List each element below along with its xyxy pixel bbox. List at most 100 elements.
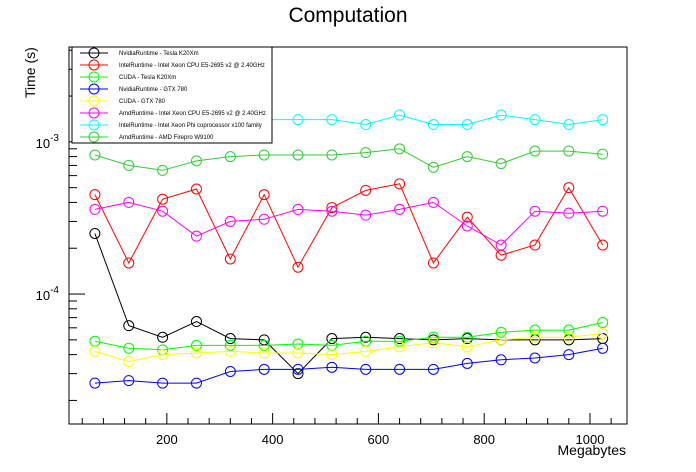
data-point: [326, 361, 338, 373]
data-point: [597, 328, 609, 340]
data-point: [394, 341, 406, 353]
data-point: [326, 349, 338, 361]
data-point: [89, 227, 101, 239]
data-point: [597, 114, 609, 126]
legend-entry: IntelRuntime - Intel Xeon CPU E5-2695 v2…: [80, 59, 265, 71]
data-point: [495, 354, 507, 366]
data-point: [89, 203, 101, 215]
data-point: [224, 253, 236, 265]
data-point: [190, 155, 202, 167]
legend-label: IntelRuntime - Intel Xeon CPU E5-2695 v2…: [119, 63, 265, 69]
data-point: [326, 149, 338, 161]
data-point: [258, 339, 270, 351]
series-line: [94, 333, 603, 363]
data-point: [123, 356, 135, 368]
data-point: [394, 363, 406, 375]
data-point: [360, 209, 372, 221]
y-axis-label: Time (s): [22, 47, 38, 98]
series-2: [89, 317, 609, 356]
legend-entry: CUDA - GTX 780: [80, 95, 166, 107]
data-point: [157, 164, 169, 176]
x-axis-label: Megabytes: [558, 442, 626, 458]
data-point: [529, 114, 541, 126]
legend-entry: CUDA - Tesla K20Xm: [80, 71, 176, 83]
data-point: [529, 145, 541, 157]
series-line: [94, 322, 603, 351]
data-point: [157, 205, 169, 217]
data-point: [529, 352, 541, 364]
data-point: [258, 189, 270, 201]
data-point: [123, 375, 135, 387]
legend-label: IntelRuntime - Intel Xeon Phi coprocesso…: [119, 123, 262, 129]
data-point: [258, 347, 270, 359]
series-line: [94, 148, 603, 171]
legend-label: CUDA - GTX 780: [119, 99, 166, 105]
data-point: [427, 337, 439, 349]
data-point: [529, 239, 541, 251]
data-point: [89, 345, 101, 357]
data-point: [495, 158, 507, 170]
data-point: [292, 203, 304, 215]
data-point: [495, 334, 507, 346]
data-point: [157, 331, 169, 343]
data-point: [190, 377, 202, 389]
data-point: [461, 341, 473, 353]
series-3: [89, 342, 609, 389]
data-point: [292, 261, 304, 273]
legend-label: NvidiaRuntime - GTX 780: [119, 87, 188, 93]
data-point: [360, 119, 372, 131]
data-point: [427, 161, 439, 173]
data-point: [258, 334, 270, 346]
data-point: [563, 182, 575, 194]
series-line: [94, 233, 603, 375]
data-point: [563, 119, 575, 131]
data-point: [123, 320, 135, 332]
data-point: [292, 363, 304, 375]
data-point: [224, 215, 236, 227]
data-point: [563, 331, 575, 343]
y-tick-label: 10-3: [36, 133, 60, 151]
data-series: [89, 109, 609, 389]
data-point: [597, 148, 609, 160]
data-point: [190, 339, 202, 351]
legend-marker: [88, 119, 100, 131]
data-point: [495, 109, 507, 121]
data-point: [427, 334, 439, 346]
data-point: [89, 377, 101, 389]
data-point: [529, 205, 541, 217]
data-point: [190, 347, 202, 359]
legend-label: AmdRuntime - AMD Firepro W9100: [119, 135, 214, 141]
data-point: [360, 345, 372, 357]
legend-entry: IntelRuntime - Intel Xeon Phi coprocesso…: [80, 119, 262, 131]
x-tick-label: 1000: [576, 432, 605, 447]
data-point: [258, 363, 270, 375]
y-tick-exponent: -3: [50, 133, 59, 144]
data-point: [427, 196, 439, 208]
data-point: [224, 345, 236, 357]
y-tick-base: 10: [36, 136, 50, 151]
x-tick-label: 800: [473, 432, 495, 447]
data-point: [326, 333, 338, 345]
data-point: [157, 349, 169, 361]
legend-marker: [88, 83, 100, 95]
data-point: [394, 333, 406, 345]
data-point: [123, 342, 135, 354]
data-point: [157, 377, 169, 389]
legend-box: [71, 46, 273, 144]
series-5: [89, 196, 609, 251]
x-tick-label: 400: [262, 432, 284, 447]
legend-marker: [88, 131, 100, 143]
series-7: [89, 143, 609, 176]
legend-label: NvidiaRuntime - Tesla K20Xm: [119, 51, 199, 57]
legend-marker: [88, 95, 100, 107]
data-point: [394, 178, 406, 190]
data-point: [292, 368, 304, 380]
data-point: [258, 213, 270, 225]
data-point: [258, 149, 270, 161]
data-point: [394, 335, 406, 347]
legend: NvidiaRuntime - Tesla K20Xm IntelRuntime …: [71, 46, 273, 144]
data-point: [529, 324, 541, 336]
data-point: [89, 189, 101, 201]
data-point: [360, 363, 372, 375]
